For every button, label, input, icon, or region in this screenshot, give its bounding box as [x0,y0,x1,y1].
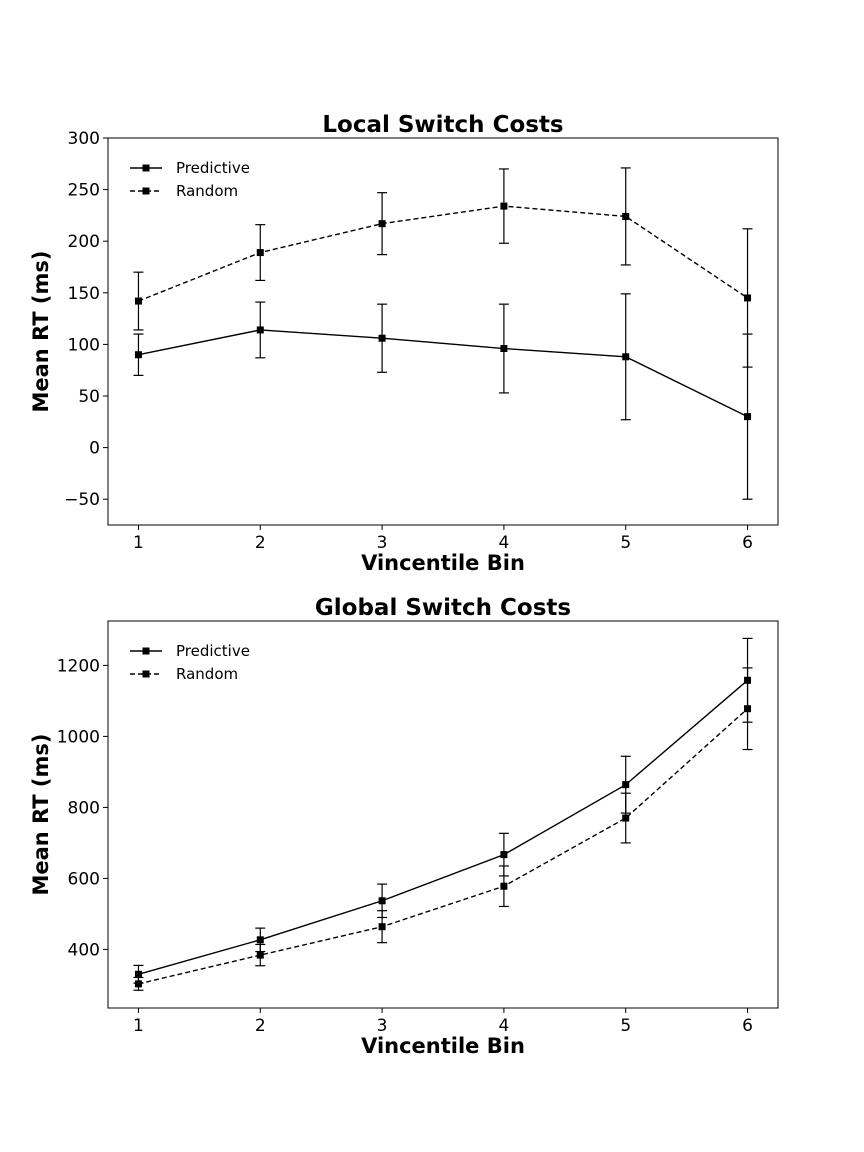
x-tick-label: 1 [133,533,144,553]
data-point [744,413,752,421]
data-point [256,249,264,257]
data-point [500,851,508,859]
y-axis-label: Mean RT (ms) [29,733,53,895]
x-tick-label: 4 [498,533,509,553]
y-tick-label: 1000 [57,727,100,747]
series-predictive [133,637,753,984]
y-tick-label: 300 [68,129,100,149]
y-tick-label: 250 [68,181,100,201]
x-axis-label: Vincentile Bin [361,551,525,575]
plot-frame [107,620,779,1009]
data-point [378,897,386,905]
data-point [134,970,142,978]
chart-title: Local Switch Costs [322,112,563,138]
data-point [622,814,630,822]
y-tick-label: 200 [68,232,100,252]
y-tick-label: 100 [68,335,100,355]
y-tick-label: 600 [68,869,100,889]
data-point [500,345,508,353]
data-point [378,334,386,342]
x-tick-label: 4 [498,1016,509,1036]
plot-frame [107,137,779,526]
y-tick-label: 50 [78,387,100,407]
y-tick-label: 0 [89,439,100,459]
data-point [744,705,752,713]
series-predictive [133,293,753,500]
x-axis-label: Vincentile Bin [361,1034,525,1058]
x-tick-label: 5 [620,1016,631,1036]
legend-label: Predictive [176,642,250,660]
x-tick-label: 3 [377,533,388,553]
x-tick-label: 6 [742,1016,753,1036]
x-tick-label: 2 [255,1016,266,1036]
chart-title: Global Switch Costs [315,595,571,621]
series-random [133,667,753,991]
legend-label: Random [176,182,238,200]
legend: Predictive Random [130,159,250,200]
data-point [134,980,142,988]
legend-marker [142,647,150,655]
series-line [138,329,748,418]
x-tick-label: 5 [620,533,631,553]
data-point [134,351,142,359]
series-line [138,205,748,302]
y-tick-label: 1200 [57,656,100,676]
data-point [622,781,630,789]
legend-label: Random [176,665,238,683]
series-line [138,708,749,985]
chart-local-switch-costs: Local Switch Costs 1 2 3 4 5 6 −50 0 50 100 150 200 2… [29,112,779,575]
x-tick-label: 6 [742,533,753,553]
y-axis-label: Mean RT (ms) [29,250,53,412]
data-point [622,212,630,220]
y-tick-label: 400 [68,940,100,960]
data-point [256,936,264,944]
legend-marker [142,187,150,195]
data-point [744,294,752,302]
y-tick-label: 800 [68,798,100,818]
data-point [134,297,142,305]
x-tick-label: 1 [133,1016,144,1036]
x-tick-label: 2 [255,533,266,553]
legend-label: Predictive [176,159,250,177]
data-point [378,923,386,931]
data-point [500,882,508,890]
chart-global-switch-costs: Global Switch Costs 1 2 3 4 5 6 400 600 800 1000 12… [29,595,779,1058]
data-point [256,326,264,334]
series-line [138,679,749,975]
legend-marker [142,164,150,172]
series-random [133,167,753,368]
data-point [256,951,264,959]
y-tick-label: 150 [68,284,100,304]
legend-marker [142,670,150,678]
y-tick-label: −50 [64,490,100,510]
data-point [500,202,508,210]
x-tick-label: 3 [377,1016,388,1036]
data-point [378,220,386,228]
legend: Predictive Random [130,642,250,683]
data-point [622,353,630,361]
